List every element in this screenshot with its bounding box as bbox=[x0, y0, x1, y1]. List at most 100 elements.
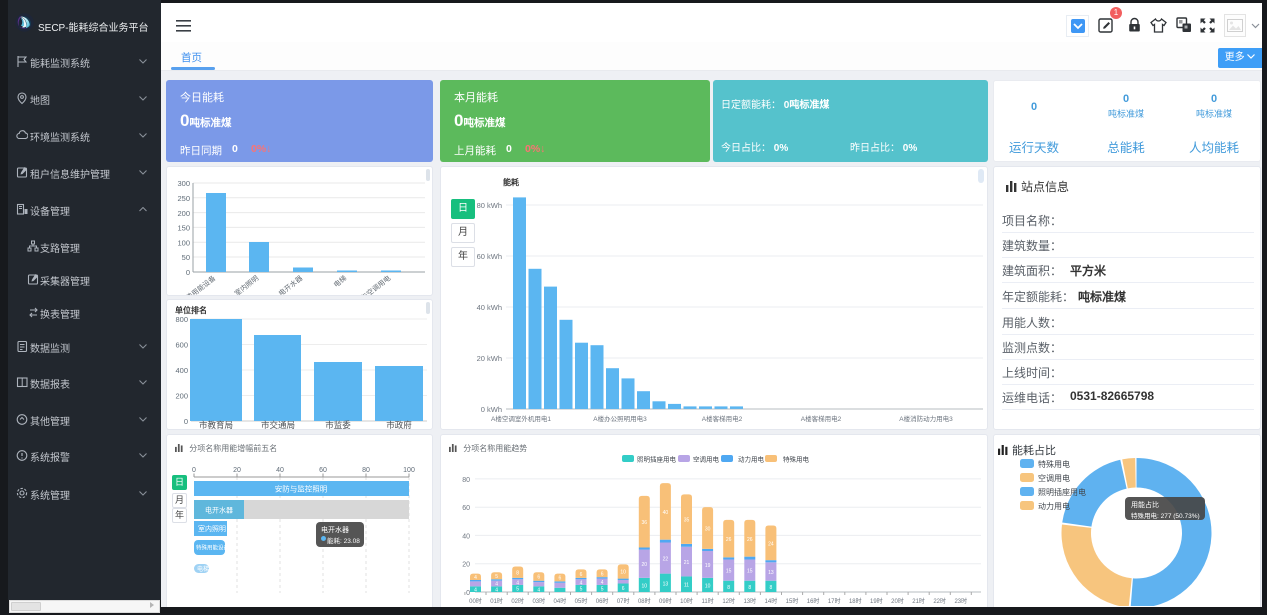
svg-text:4: 4 bbox=[537, 587, 540, 593]
svg-text:80: 80 bbox=[362, 467, 370, 474]
svg-text:15: 15 bbox=[747, 569, 753, 575]
svg-text:20: 20 bbox=[462, 562, 470, 569]
svg-text:20: 20 bbox=[642, 562, 648, 568]
svg-text:150: 150 bbox=[177, 224, 190, 233]
svg-text:60: 60 bbox=[462, 505, 470, 512]
svg-text:市监委: 市监委 bbox=[325, 420, 351, 429]
svg-text:室内照明: 室内照明 bbox=[233, 273, 261, 295]
svg-text:空调用电: 空调用电 bbox=[1038, 473, 1070, 483]
svg-text:6: 6 bbox=[580, 572, 583, 578]
svg-text:35: 35 bbox=[684, 518, 690, 524]
svg-text:18时: 18时 bbox=[849, 597, 862, 605]
svg-text:特殊用能设备: 特殊用能设备 bbox=[196, 544, 230, 552]
svg-text:电梯: 电梯 bbox=[197, 565, 209, 573]
svg-text:A楼客梯用电2: A楼客梯用电2 bbox=[702, 414, 743, 423]
svg-text:照明插座用电: 照明插座用电 bbox=[1038, 487, 1086, 497]
svg-text:4: 4 bbox=[580, 580, 583, 586]
svg-text:A楼办公照明用电3: A楼办公照明用电3 bbox=[593, 414, 647, 423]
svg-text:室内照明: 室内照明 bbox=[198, 524, 226, 533]
svg-text:60 kWh: 60 kWh bbox=[477, 252, 502, 261]
svg-text:5: 5 bbox=[516, 587, 519, 593]
svg-text:02时: 02时 bbox=[511, 597, 524, 605]
svg-text:10时: 10时 bbox=[680, 597, 693, 605]
svg-text:21: 21 bbox=[684, 560, 690, 566]
svg-text:13时: 13时 bbox=[743, 597, 756, 605]
svg-text:00时: 00时 bbox=[469, 597, 482, 605]
svg-text:照明插座用电: 照明插座用电 bbox=[637, 455, 677, 464]
svg-text:20 kWh: 20 kWh bbox=[477, 354, 502, 363]
svg-text:市政府: 市政府 bbox=[386, 420, 412, 429]
svg-text:600: 600 bbox=[175, 341, 188, 350]
svg-text:03时: 03时 bbox=[532, 597, 545, 605]
svg-text:8: 8 bbox=[748, 585, 751, 591]
svg-text:40: 40 bbox=[462, 533, 470, 540]
svg-text:10: 10 bbox=[620, 570, 626, 576]
svg-text:15时: 15时 bbox=[786, 597, 799, 605]
svg-text:08时: 08时 bbox=[638, 597, 651, 605]
svg-text:60: 60 bbox=[319, 467, 327, 474]
svg-text:16时: 16时 bbox=[807, 597, 820, 605]
svg-text:200: 200 bbox=[177, 209, 190, 218]
svg-text:20时: 20时 bbox=[891, 597, 904, 605]
svg-text:30: 30 bbox=[705, 527, 711, 533]
svg-text:4: 4 bbox=[516, 580, 519, 586]
svg-text:22时: 22时 bbox=[933, 597, 946, 605]
svg-text:100: 100 bbox=[177, 238, 190, 247]
svg-text:26: 26 bbox=[726, 537, 732, 543]
svg-text:生活与空调用电: 生活与空调用电 bbox=[348, 273, 392, 295]
svg-text:10: 10 bbox=[705, 584, 711, 590]
svg-text:0: 0 bbox=[192, 467, 196, 474]
svg-text:23时: 23时 bbox=[954, 597, 967, 605]
svg-text:80: 80 bbox=[462, 477, 470, 484]
svg-text:6: 6 bbox=[559, 576, 562, 582]
svg-text:11时: 11时 bbox=[701, 597, 713, 605]
svg-text:空调用电: 空调用电 bbox=[693, 455, 720, 464]
svg-text:01时: 01时 bbox=[490, 597, 503, 605]
svg-text:8: 8 bbox=[770, 585, 773, 591]
svg-text:19: 19 bbox=[705, 563, 711, 569]
svg-text:300: 300 bbox=[177, 179, 190, 188]
svg-text:4: 4 bbox=[474, 587, 477, 593]
svg-text:26: 26 bbox=[747, 537, 753, 543]
svg-text:8: 8 bbox=[727, 585, 730, 591]
svg-text:200: 200 bbox=[175, 392, 188, 401]
svg-text:A楼空调室外机用电1: A楼空调室外机用电1 bbox=[491, 414, 551, 423]
svg-text:06时: 06时 bbox=[596, 597, 609, 605]
svg-text:市教育局: 市教育局 bbox=[199, 420, 233, 429]
svg-text:17时: 17时 bbox=[828, 597, 841, 605]
svg-text:特殊用能设备: 特殊用能设备 bbox=[179, 273, 218, 295]
svg-text:0: 0 bbox=[184, 417, 188, 426]
svg-text:A楼消防动力用电3: A楼消防动力用电3 bbox=[899, 414, 953, 423]
svg-text:14时: 14时 bbox=[765, 597, 778, 605]
svg-text:36: 36 bbox=[642, 520, 648, 526]
svg-text:13: 13 bbox=[768, 570, 774, 576]
svg-text:05时: 05时 bbox=[575, 597, 588, 605]
svg-text:19时: 19时 bbox=[870, 597, 883, 605]
svg-text:4: 4 bbox=[495, 582, 498, 588]
svg-text:电梯: 电梯 bbox=[332, 273, 349, 289]
svg-text:40: 40 bbox=[276, 467, 284, 474]
svg-text:5: 5 bbox=[601, 587, 604, 593]
svg-text:22: 22 bbox=[663, 557, 669, 563]
svg-text:15: 15 bbox=[726, 569, 732, 575]
svg-text:21时: 21时 bbox=[912, 597, 925, 605]
svg-text:40: 40 bbox=[663, 510, 669, 516]
svg-text:11: 11 bbox=[684, 583, 689, 589]
svg-text:250: 250 bbox=[177, 194, 190, 203]
svg-text:电开水器: 电开水器 bbox=[277, 273, 305, 295]
svg-text:8: 8 bbox=[516, 570, 519, 576]
svg-text:13: 13 bbox=[663, 581, 669, 587]
svg-text:4: 4 bbox=[474, 575, 477, 581]
svg-text:6: 6 bbox=[537, 575, 540, 581]
svg-text:0: 0 bbox=[466, 590, 470, 597]
svg-text:A楼客梯用电2: A楼客梯用电2 bbox=[801, 414, 842, 423]
svg-text:5: 5 bbox=[580, 587, 583, 593]
svg-text:40 kWh: 40 kWh bbox=[477, 303, 502, 312]
svg-text:07时: 07时 bbox=[617, 597, 630, 605]
svg-text:04时: 04时 bbox=[554, 597, 567, 605]
svg-text:10: 10 bbox=[642, 584, 648, 590]
svg-text:动力用电: 动力用电 bbox=[1038, 501, 1070, 511]
svg-text:100: 100 bbox=[403, 467, 415, 474]
svg-text:5: 5 bbox=[495, 574, 498, 580]
svg-text:80 kWh: 80 kWh bbox=[477, 201, 502, 210]
